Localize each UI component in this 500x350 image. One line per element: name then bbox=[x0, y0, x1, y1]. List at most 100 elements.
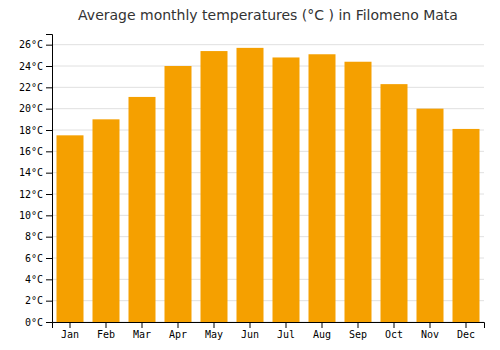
y-tick: 2°C bbox=[25, 295, 52, 306]
y-tick: 18°C bbox=[19, 125, 52, 136]
y-tick-mark bbox=[46, 322, 52, 323]
y-tick-label: 22°C bbox=[19, 82, 43, 93]
x-tick-label: Jun bbox=[241, 329, 259, 340]
grid-line bbox=[52, 66, 484, 67]
bar bbox=[93, 119, 120, 322]
y-tick-label: 14°C bbox=[19, 167, 43, 178]
title: Average monthly temperatures (°C ) in Fi… bbox=[78, 7, 458, 23]
y-tick: 8°C bbox=[25, 231, 52, 242]
x-tick-mark bbox=[214, 322, 215, 328]
y-tick-mark bbox=[46, 87, 52, 88]
y-tick-label: 10°C bbox=[19, 210, 43, 221]
y-tick: 24°C bbox=[19, 61, 52, 72]
bar bbox=[309, 54, 336, 322]
y-tick-mark bbox=[46, 258, 52, 259]
bar bbox=[237, 48, 264, 322]
bar bbox=[453, 129, 480, 322]
y-tick: 22°C bbox=[19, 82, 52, 93]
bar bbox=[381, 84, 408, 322]
x-tick-label: Apr bbox=[169, 329, 187, 340]
y-tick-label: 16°C bbox=[19, 146, 43, 157]
bar bbox=[165, 66, 192, 322]
plot-area: 0°C 2°C 4°C 6°C 8°C 10°C 12°C 14°C 16°C 18°C 20°C 2… bbox=[19, 35, 485, 341]
x-tick: Jan bbox=[61, 322, 79, 340]
y-axis: 0°C 2°C 4°C 6°C 8°C 10°C 12°C 14°C 16°C 18°C 20°C 2… bbox=[19, 35, 53, 328]
x-tick-mark bbox=[286, 322, 287, 328]
bar bbox=[417, 109, 444, 322]
x-tick-mark bbox=[430, 322, 431, 328]
y-tick-mark bbox=[46, 66, 52, 67]
x-tick: Mar bbox=[133, 322, 151, 340]
bar bbox=[57, 135, 84, 322]
y-tick-label: 8°C bbox=[25, 231, 43, 242]
x-tick-label: Sep bbox=[349, 329, 367, 340]
bar bbox=[273, 57, 300, 322]
x-tick: Jul bbox=[277, 322, 295, 340]
y-tick: 10°C bbox=[19, 210, 52, 221]
x-tick: Apr bbox=[169, 322, 187, 340]
x-tick-mark bbox=[106, 322, 107, 328]
x-tick-mark bbox=[178, 322, 179, 328]
x-axis: Jan Feb Mar Apr May Jun Jul Aug Sep Oct Nov Dec bbox=[53, 322, 485, 340]
x-tick: Feb bbox=[97, 322, 115, 340]
bar bbox=[129, 97, 156, 322]
x-tick-mark bbox=[394, 322, 395, 328]
y-tick-label: 6°C bbox=[25, 253, 43, 264]
y-tick: 6°C bbox=[25, 253, 52, 264]
x-tick: May bbox=[205, 322, 223, 340]
y-tick-label: 24°C bbox=[19, 61, 43, 72]
bar bbox=[345, 62, 372, 322]
y-tick-label: 12°C bbox=[19, 189, 43, 200]
y-tick-mark bbox=[46, 173, 52, 174]
bar bbox=[201, 51, 228, 322]
y-tick-mark bbox=[46, 45, 52, 46]
x-tick: Sep bbox=[349, 322, 367, 340]
x-tick-label: Mar bbox=[133, 329, 151, 340]
x-tick-mark bbox=[70, 322, 71, 328]
x-tick-mark bbox=[250, 322, 251, 328]
y-tick: 26°C bbox=[19, 39, 52, 50]
y-tick-label: 18°C bbox=[19, 125, 43, 136]
x-tick-label: Jan bbox=[61, 329, 79, 340]
x-axis-line bbox=[53, 323, 485, 329]
y-tick-mark bbox=[46, 301, 52, 302]
y-tick-mark bbox=[46, 151, 52, 152]
x-tick-label: Dec bbox=[457, 329, 475, 340]
x-tick-mark bbox=[322, 322, 323, 328]
y-tick-mark bbox=[46, 194, 52, 195]
y-tick-mark bbox=[46, 130, 52, 131]
y-tick: 0°C bbox=[25, 317, 52, 328]
x-tick: Dec bbox=[457, 322, 475, 340]
y-tick-label: 4°C bbox=[25, 274, 43, 285]
x-tick-mark bbox=[466, 322, 467, 328]
y-tick-label: 0°C bbox=[25, 317, 43, 328]
x-tick-mark bbox=[142, 322, 143, 328]
grid bbox=[52, 45, 484, 322]
y-tick: 12°C bbox=[19, 189, 52, 200]
bars bbox=[57, 48, 480, 322]
y-tick: 4°C bbox=[25, 274, 52, 285]
y-tick-mark bbox=[46, 215, 52, 216]
x-tick: Nov bbox=[421, 322, 439, 340]
x-tick-label: Feb bbox=[97, 329, 115, 340]
y-tick-label: 20°C bbox=[19, 103, 43, 114]
y-tick-mark bbox=[46, 109, 52, 110]
y-tick-label: 2°C bbox=[25, 295, 43, 306]
y-tick-mark bbox=[46, 279, 52, 280]
x-tick-mark bbox=[358, 322, 359, 328]
grid-line bbox=[52, 87, 484, 88]
x-tick: Oct bbox=[385, 322, 403, 340]
x-tick-label: Aug bbox=[313, 329, 331, 340]
y-tick: 14°C bbox=[19, 167, 52, 178]
y-tick-mark bbox=[46, 237, 52, 238]
x-tick-label: Nov bbox=[421, 329, 439, 340]
x-tick: Jun bbox=[241, 322, 259, 340]
grid-line bbox=[52, 44, 484, 45]
x-tick-label: Jul bbox=[277, 329, 295, 340]
y-tick: 20°C bbox=[19, 103, 52, 114]
x-tick: Aug bbox=[313, 322, 331, 340]
y-axis-line bbox=[46, 35, 53, 323]
x-tick-label: May bbox=[205, 329, 223, 340]
y-tick: 16°C bbox=[19, 146, 52, 157]
y-tick-label: 26°C bbox=[19, 39, 43, 50]
